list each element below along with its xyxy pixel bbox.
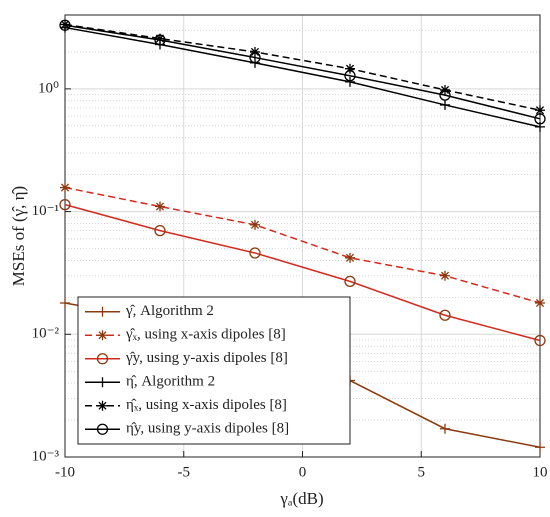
marker	[155, 33, 165, 44]
marker	[249, 51, 261, 64]
x-tick-label: 0	[299, 464, 307, 480]
marker	[60, 297, 70, 308]
series-line	[64, 24, 541, 120]
marker	[154, 224, 166, 237]
series-line	[64, 203, 541, 342]
x-axis-label: γₐ(dB)	[279, 489, 323, 508]
marker	[440, 423, 450, 434]
legend-label: γ̂, Algorithm 2	[125, 303, 214, 319]
marker	[96, 353, 109, 365]
legend-label: η̂, Algorithm 2	[126, 374, 215, 390]
marker	[440, 99, 450, 110]
marker	[59, 198, 71, 211]
x-tick-label: -10	[55, 464, 75, 480]
marker	[154, 34, 166, 46]
legend-label: γ̂ₓ, using x-axis dipoles [8]	[125, 327, 286, 343]
marker	[345, 63, 355, 74]
x-tick-label: -5	[178, 464, 191, 480]
series-line	[64, 23, 541, 111]
marker	[97, 377, 108, 388]
marker	[535, 442, 545, 453]
x-tick-label: 10	[533, 464, 548, 480]
marker	[96, 423, 109, 435]
y-tick-label: 10⁻²	[32, 326, 60, 342]
marker	[344, 70, 356, 82]
legend-label: η̂y, using y-axis dipoles [8]	[126, 421, 289, 437]
marker	[249, 247, 261, 259]
marker	[60, 19, 70, 30]
marker	[439, 309, 451, 321]
marker	[440, 270, 450, 281]
marker	[60, 182, 70, 193]
legend-label: η̂ₓ, using x-axis dipoles [8]	[126, 397, 287, 413]
legend-label: γ̂y, using y-axis dipoles [8]	[125, 350, 288, 366]
marker	[97, 306, 108, 317]
x-tick-label: 5	[418, 464, 426, 480]
marker	[535, 105, 545, 116]
legend-box	[77, 296, 351, 445]
y-tick-label: 10⁻³	[32, 448, 60, 464]
y-tick-label: 10⁰	[38, 80, 59, 96]
series-line	[64, 186, 541, 304]
marker	[250, 219, 260, 230]
plot-frame	[64, 14, 541, 458]
y-axis-label: MSEs of (γ̂, η̂)	[9, 186, 28, 286]
y-tick-label: 10⁻¹	[32, 203, 59, 219]
marker	[97, 400, 108, 411]
marker	[344, 275, 356, 288]
legend: γ̂, Algorithm 2 γ̂ₓ, using x-axis dipoles…	[77, 296, 351, 445]
marker	[534, 334, 546, 347]
marker	[439, 89, 451, 101]
series-line	[64, 26, 541, 128]
marker	[97, 330, 108, 341]
marker	[345, 76, 355, 87]
marker	[59, 19, 71, 31]
marker	[534, 113, 546, 125]
marker	[155, 201, 165, 212]
marker	[535, 297, 545, 308]
marker	[345, 252, 355, 263]
